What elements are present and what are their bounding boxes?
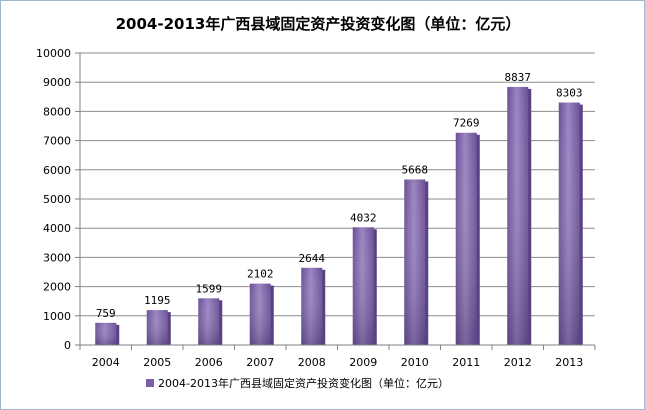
x-tick-label: 2008	[298, 356, 326, 369]
bar-shade	[558, 102, 580, 345]
data-label: 5668	[402, 163, 429, 176]
data-label: 7269	[453, 117, 480, 130]
data-label: 2102	[247, 268, 274, 281]
y-tick-label: 4000	[43, 222, 71, 235]
y-tick-label: 10000	[36, 47, 71, 60]
bar-shade	[146, 310, 168, 345]
bar-2004	[95, 322, 120, 345]
bar-2006	[198, 298, 223, 345]
bar-2005	[146, 310, 171, 345]
legend-swatch	[146, 379, 154, 387]
data-label: 8303	[556, 87, 583, 100]
y-tick-label: 2000	[43, 281, 71, 294]
bar-shade	[198, 298, 220, 345]
bar-2013	[558, 102, 583, 345]
y-tick-label: 9000	[43, 76, 71, 89]
bar-2011	[455, 132, 480, 345]
data-label: 4032	[350, 211, 377, 224]
bar-2008	[301, 267, 326, 345]
y-tick-label: 5000	[43, 193, 71, 206]
x-tick-label: 2011	[452, 356, 480, 369]
x-tick-label: 2009	[349, 356, 377, 369]
legend: 2004-2013年广西县域固定资产投资变化图（单位：亿元）	[146, 376, 449, 390]
x-tick-label: 2006	[195, 356, 223, 369]
bar-2007	[249, 283, 274, 345]
x-tick-label: 2004	[92, 356, 120, 369]
data-label: 1599	[196, 282, 223, 295]
y-tick-label: 7000	[43, 135, 71, 148]
bar-shade	[301, 267, 323, 345]
y-tick-label: 6000	[43, 164, 71, 177]
x-tick-label: 2012	[504, 356, 532, 369]
x-tick-label: 2007	[246, 356, 274, 369]
bar-shade	[404, 179, 426, 345]
bars	[95, 86, 583, 346]
y-tick-label: 1000	[43, 310, 71, 323]
x-axis-tick-labels: 2004 2005 2006 2007 2008 2009 2010 2011 2012 2013	[79, 345, 596, 369]
y-axis-tick-labels: 0 1000 2000 3000 4000 5000 6000 7000 8000 9000 100…	[36, 47, 80, 352]
bar-2009	[352, 227, 377, 345]
x-tick-label: 2005	[143, 356, 171, 369]
x-tick-label: 2013	[555, 356, 583, 369]
bar-shade	[507, 86, 529, 346]
data-labels: 759 1195 1599 2102 2644 4032 5668 7269 8837 8303	[96, 71, 583, 320]
bar-shade	[249, 283, 271, 345]
bar-shade	[352, 227, 374, 345]
bar-shade	[95, 322, 117, 345]
bar-2012	[507, 86, 532, 346]
y-tick-label: 8000	[43, 105, 71, 118]
data-label: 1195	[144, 294, 171, 307]
bar-shade	[455, 132, 477, 345]
y-tick-label: 0	[64, 339, 71, 352]
chart-title: 2004-2013年广西县域固定资产投资变化图（单位：亿元）	[116, 15, 521, 33]
data-label: 759	[96, 307, 116, 320]
data-label: 2644	[299, 252, 326, 265]
y-tick-label: 3000	[43, 251, 71, 264]
bar-2010	[404, 179, 429, 345]
legend-label: 2004-2013年广西县域固定资产投资变化图（单位：亿元）	[158, 376, 449, 390]
data-label: 8837	[505, 71, 532, 84]
x-tick-label: 2010	[401, 356, 429, 369]
